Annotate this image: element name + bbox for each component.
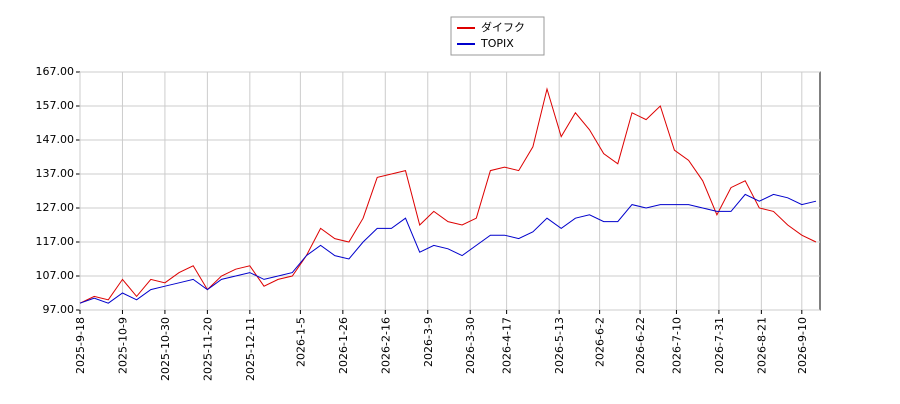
x-tick-label: 2026-3-9 bbox=[422, 317, 435, 367]
x-tick-label: 2026-3-30 bbox=[464, 317, 477, 374]
legend-label: ダイフク bbox=[481, 20, 525, 34]
y-tick-label: 127.00 bbox=[36, 201, 75, 214]
x-tick-label: 2025-9-18 bbox=[74, 317, 87, 374]
legend-box bbox=[450, 16, 545, 56]
x-tick-label: 2025-11-20 bbox=[201, 317, 214, 381]
x-tick-label: 2026-1-26 bbox=[337, 317, 350, 374]
legend-label: TOPIX bbox=[480, 37, 514, 50]
y-tick-label: 147.00 bbox=[36, 133, 75, 146]
x-tick-label: 2026-5-13 bbox=[553, 317, 566, 374]
x-tick-label: 2025-12-11 bbox=[244, 317, 257, 381]
x-tick-label: 2026-6-2 bbox=[594, 317, 607, 367]
y-tick-label: 107.00 bbox=[36, 269, 75, 282]
x-tick-label: 2026-7-31 bbox=[713, 317, 726, 374]
x-tick-label: 2026-2-16 bbox=[379, 317, 392, 374]
y-tick-label: 167.00 bbox=[36, 65, 75, 78]
x-tick-label: 2026-1-5 bbox=[294, 317, 307, 367]
x-tick-label: 2026-8-21 bbox=[755, 317, 768, 374]
x-tick-label: 2025-10-30 bbox=[159, 317, 172, 381]
x-tick-label: 2026-6-22 bbox=[634, 317, 647, 374]
y-tick-label: 157.00 bbox=[36, 99, 75, 112]
x-tick-label: 2026-7-10 bbox=[670, 317, 683, 374]
series-line bbox=[79, 87, 817, 304]
series-line bbox=[79, 193, 817, 304]
x-tick-label: 2025-10-9 bbox=[116, 317, 129, 374]
x-tick-label: 2026-4-17 bbox=[501, 317, 514, 374]
y-tick-label: 137.00 bbox=[36, 167, 75, 180]
y-tick-label: 117.00 bbox=[36, 235, 75, 248]
x-tick-label: 2026-9-10 bbox=[796, 317, 809, 374]
y-tick-label: 97.00 bbox=[43, 303, 75, 316]
plot-area bbox=[79, 71, 821, 311]
